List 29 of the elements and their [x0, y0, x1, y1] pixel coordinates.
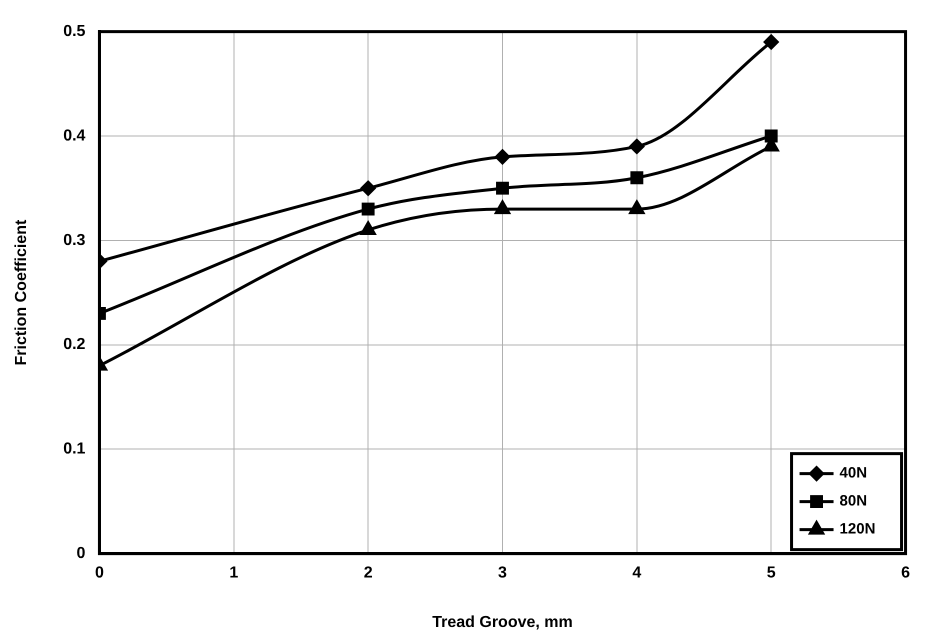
x-tick-label: 3: [498, 564, 508, 582]
point: [362, 202, 375, 216]
point: [764, 34, 779, 50]
x-tick-label: 1: [229, 564, 238, 582]
x-tick-label: 0: [94, 564, 104, 582]
x-tick-label: 2: [364, 564, 373, 582]
y-axis-title: Friction Coefficient: [13, 219, 30, 366]
y-tick-label: 0.2: [63, 336, 86, 354]
point: [494, 149, 510, 164]
point: [630, 171, 644, 184]
point: [629, 200, 644, 214]
y-tick-label: 0: [76, 545, 86, 562]
point: [629, 138, 644, 154]
y-tick-label: 0.1: [63, 440, 86, 458]
legend-label: 80N: [840, 492, 868, 510]
point: [496, 182, 509, 195]
x-tick-label: 4: [632, 564, 642, 582]
point: [360, 180, 376, 196]
point: [360, 221, 376, 235]
legend-label: 120N: [840, 520, 876, 538]
point: [494, 200, 510, 214]
x-tick-label: 6: [901, 564, 910, 582]
point: [764, 130, 778, 142]
y-tick-label: 0.5: [63, 23, 86, 40]
x-axis-title: Tread Groove, mm: [432, 614, 573, 631]
legend-label: 40N: [840, 464, 868, 482]
y-tick-label: 0.4: [63, 127, 86, 144]
x-tick-label: 5: [766, 564, 776, 582]
y-tick-label: 0.3: [63, 232, 86, 249]
